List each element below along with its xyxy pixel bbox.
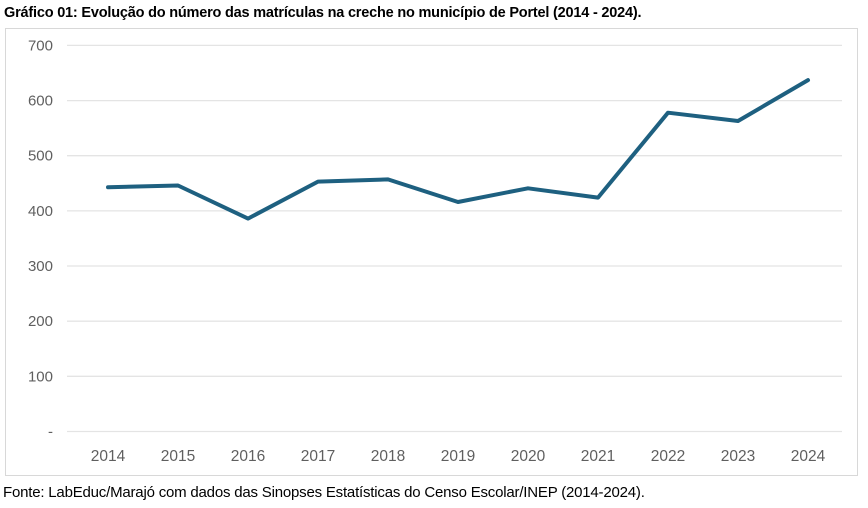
source-note: Fonte: LabEduc/Marajó com dados das Sino… [3,484,645,501]
chart-title: Gráfico 01: Evolução do número das matrí… [4,5,642,21]
data-series-line [106,78,810,221]
x-axis-tick-label: 2024 [791,448,826,465]
chart-frame: - 100 200 300 400 500 600 700 2014 2015 2016 2017 20… [5,28,858,476]
x-axis-tick-label: 2019 [441,448,475,465]
y-axis-tick-label: - [48,424,53,441]
plot-svg: - 100 200 300 400 500 600 700 2014 2015 2016 2017 20… [28,37,842,465]
y-axis-tick-label: 400 [28,203,53,220]
y-axis-tick-label: 300 [28,258,53,275]
x-axis-tick-label: 2014 [91,448,126,465]
x-axis-tick-label: 2020 [511,448,546,465]
y-axis-tick-label: 500 [28,148,53,165]
y-axis-tick-label: 700 [28,37,53,54]
y-axis-tick-label: 200 [28,313,53,330]
x-axis-tick-label: 2023 [721,448,755,465]
x-axis-tick-label: 2015 [161,448,195,465]
x-axis-tick-label: 2016 [231,448,265,465]
x-axis-tick-label: 2022 [651,448,685,465]
y-axis-tick-label: 600 [28,93,53,110]
x-axis-tick-label: 2021 [581,448,615,465]
y-axis-tick-label: 100 [28,368,53,385]
x-axis-tick-label: 2018 [371,448,405,465]
x-axis-tick-label: 2017 [301,448,335,465]
